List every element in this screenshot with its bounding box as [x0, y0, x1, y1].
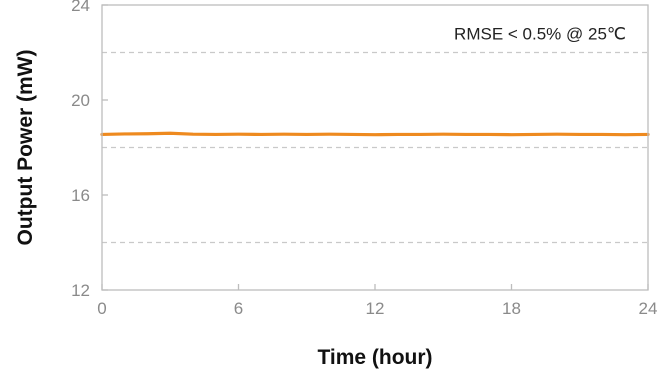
series-line: [100, 131, 650, 137]
x-tick-label: 0: [97, 299, 106, 318]
x-tick-label: 12: [366, 299, 385, 318]
y-tick-label: 20: [71, 91, 90, 110]
x-axis-title: Time (hour): [317, 346, 432, 369]
x-tick-label: 6: [234, 299, 243, 318]
y-tick-label: 24: [71, 0, 90, 15]
x-tick-label: 24: [639, 299, 658, 318]
annotation-text: RMSE < 0.5% @ 25℃: [454, 25, 626, 44]
x-tick-label: 18: [502, 299, 521, 318]
y-tick-label: 16: [71, 186, 90, 205]
ticks: 0 6 12 18 24 12 16 20 24: [71, 0, 657, 318]
series-layer: [100, 131, 650, 137]
reference-lines: [102, 51, 648, 244]
y-tick-label: 12: [71, 281, 90, 300]
y-axis-title: Output Power (mW): [14, 50, 37, 246]
